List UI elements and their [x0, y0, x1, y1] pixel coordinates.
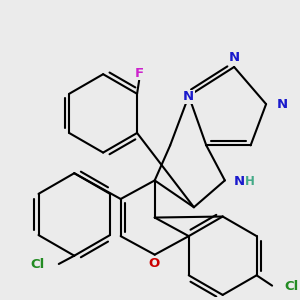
Text: N: N: [276, 98, 287, 111]
Text: H: H: [244, 175, 254, 188]
Text: Cl: Cl: [284, 280, 299, 293]
Text: N: N: [229, 51, 240, 64]
Text: O: O: [148, 257, 159, 271]
Text: N: N: [183, 90, 194, 104]
Text: F: F: [135, 67, 144, 80]
Text: N: N: [234, 175, 245, 188]
Text: Cl: Cl: [30, 259, 44, 272]
